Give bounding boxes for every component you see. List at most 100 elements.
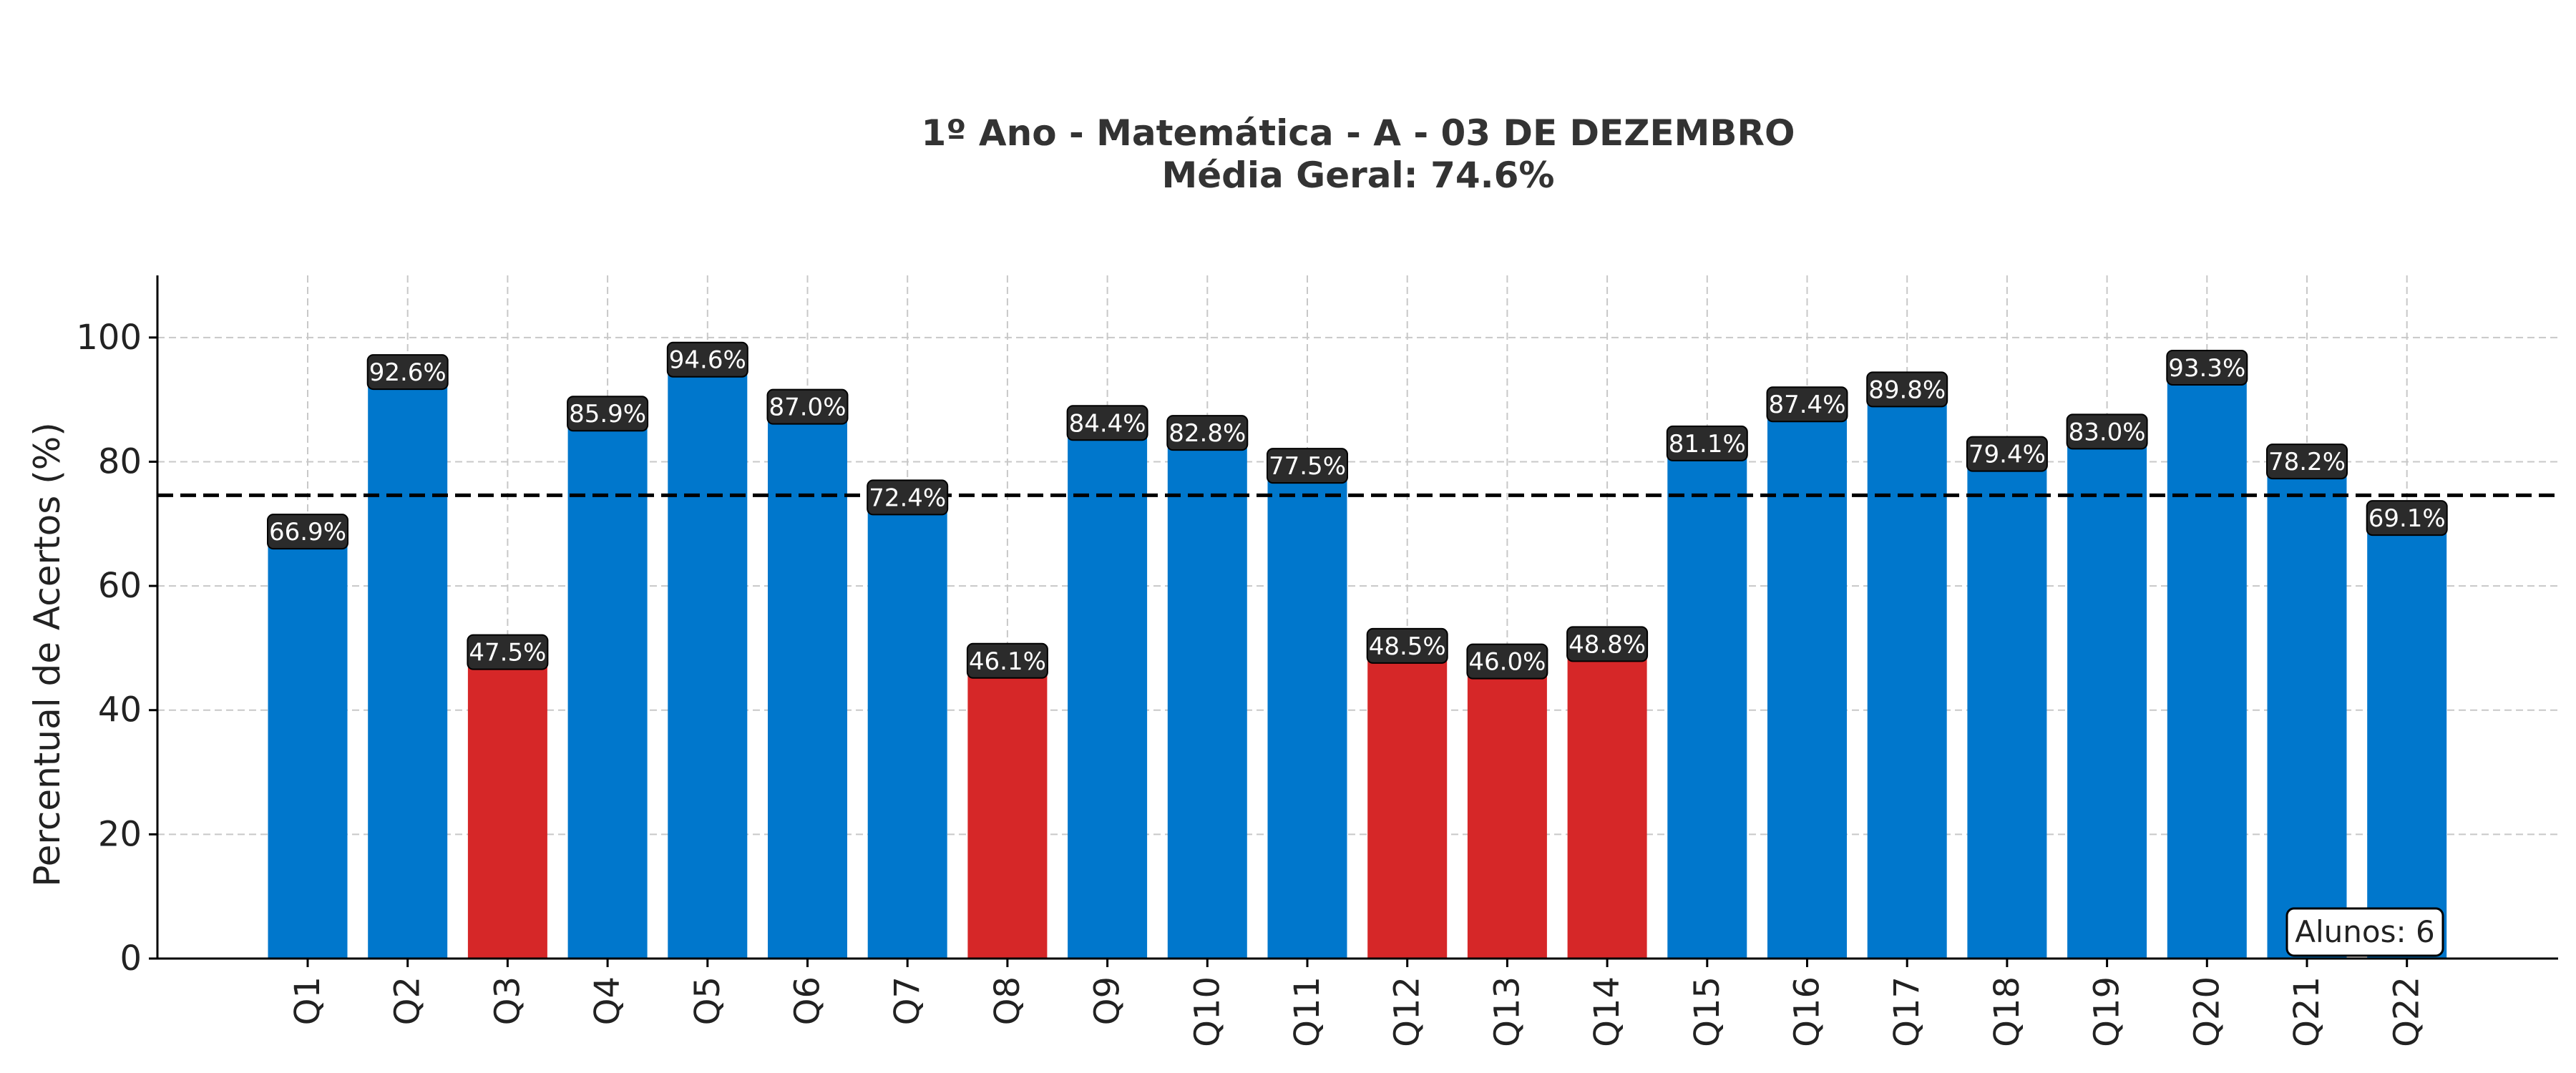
bar-Q9	[1068, 434, 1148, 959]
bar-Q4	[567, 425, 648, 959]
bar-Q14	[1567, 655, 1647, 959]
data-label-box	[966, 642, 1048, 679]
data-label-text: 84.4%	[1069, 409, 1146, 438]
data-labels: 66.9% 92.6% 47.5% 85.9% 94.6% 87.0% 72.4% 46.1%…	[267, 341, 2448, 680]
bar-Q1	[268, 543, 348, 959]
data-label-text: 85.9%	[569, 400, 646, 428]
data-label-text: 77.5%	[1269, 452, 1346, 481]
x-tick-label-Q6: Q6	[788, 976, 828, 1025]
data-label-text: 48.8%	[1568, 630, 1646, 659]
x-tick-label-Q5: Q5	[688, 976, 728, 1025]
x-tick-label-Q22: Q22	[2387, 976, 2427, 1047]
x-tick-label-Q21: Q21	[2287, 976, 2327, 1047]
bar-Q20	[2167, 378, 2247, 959]
data-label-text: 94.6%	[669, 346, 746, 375]
x-tick-label-Q3: Q3	[487, 976, 527, 1025]
bar-Q7	[867, 509, 947, 959]
data-label-box	[467, 634, 549, 670]
data-label-text: 93.3%	[2168, 354, 2245, 383]
data-label-box	[1166, 415, 1249, 451]
data-label-Q3: 47.5%	[467, 634, 549, 670]
bar-Q3	[467, 663, 547, 959]
data-label-Q11: 77.5%	[1267, 448, 1348, 484]
x-tick-label-Q7: Q7	[887, 976, 927, 1025]
data-label-text: 89.8%	[1868, 376, 1946, 404]
data-label-box	[366, 354, 449, 391]
data-label-Q10: 82.8%	[1166, 415, 1249, 451]
data-label-box	[2366, 500, 2448, 536]
data-label-text: 69.1%	[2368, 504, 2446, 533]
chart-subtitle: Média Geral: 74.6%	[1161, 155, 1554, 196]
x-tick-label-Q17: Q17	[1887, 976, 1927, 1047]
y-tick-label-80: 80	[98, 441, 142, 481]
x-tick-label-Q1: Q1	[288, 976, 328, 1025]
x-tick-label-Q19: Q19	[2087, 976, 2127, 1047]
data-label-Q7: 72.4%	[867, 479, 949, 516]
data-label-Q21: 78.2%	[2266, 444, 2348, 480]
x-tick-label-Q13: Q13	[1487, 976, 1527, 1047]
data-label-box	[2266, 444, 2348, 480]
data-label-Q20: 93.3%	[2166, 349, 2248, 386]
data-label-text: 46.1%	[969, 647, 1046, 676]
x-tick-label-Q12: Q12	[1387, 976, 1428, 1047]
x-tick-label-Q9: Q9	[1088, 976, 1128, 1025]
y-axis-label: Percentual de Acertos (%)	[26, 422, 68, 886]
bar-Q12	[1367, 657, 1448, 959]
y-tick-label-60: 60	[98, 566, 142, 606]
bar-Q19	[2067, 443, 2147, 959]
data-label-text: 87.0%	[769, 393, 846, 422]
data-label-text: 79.4%	[1968, 441, 2046, 469]
axes: 0 20 40 60 80 100 Q1 Q2 Q3 Q4 Q5 Q6 Q7 Q8 Q9 Q10 Q11 Q12 Q…	[76, 275, 2558, 1047]
data-label-box	[1966, 436, 2048, 472]
data-label-box	[1366, 627, 1448, 664]
data-label-text: 48.5%	[1369, 632, 1446, 661]
bar-Q13	[1467, 672, 1547, 959]
data-label-Q2: 92.6%	[366, 354, 449, 391]
x-tick-label-Q4: Q4	[587, 976, 628, 1025]
bars	[268, 371, 2447, 959]
data-label-box	[1466, 643, 1548, 680]
bar-Q2	[368, 383, 448, 959]
data-label-text: 92.6%	[369, 358, 447, 387]
x-tick-label-Q18: Q18	[1987, 976, 2027, 1047]
data-label-text: 46.0%	[1468, 648, 1546, 677]
data-label-box	[1066, 405, 1148, 441]
data-label-box	[567, 396, 649, 432]
data-label-Q18: 79.4%	[1966, 436, 2048, 472]
data-label-box	[2066, 413, 2148, 450]
bar-Q8	[967, 672, 1048, 959]
y-tick-label-20: 20	[98, 814, 142, 854]
x-tick-label-Q20: Q20	[2187, 976, 2227, 1047]
students-note-text: Alunos: 6	[2295, 914, 2434, 949]
y-tick-label-100: 100	[76, 318, 142, 358]
students-note: Alunos: 6	[2285, 907, 2444, 957]
data-label-Q13: 46.0%	[1466, 643, 1548, 680]
data-label-text: 47.5%	[469, 639, 546, 667]
bar-Q15	[1667, 454, 1747, 959]
x-tick-label-Q2: Q2	[388, 976, 428, 1025]
bar-Q6	[768, 418, 847, 959]
data-label-text: 82.8%	[1169, 419, 1246, 448]
data-label-Q15: 81.1%	[1666, 425, 1748, 461]
data-label-Q17: 89.8%	[1866, 371, 1948, 408]
data-label-text: 83.0%	[2069, 418, 2146, 446]
data-label-text: 87.4%	[1768, 391, 1845, 419]
bar-Q18	[1967, 465, 2047, 959]
x-tick-label-Q16: Q16	[1787, 976, 1828, 1047]
data-label-Q4: 85.9%	[567, 396, 649, 432]
bar-Q10	[1167, 444, 1247, 959]
data-label-Q16: 87.4%	[1766, 386, 1848, 423]
data-label-text: 78.2%	[2268, 448, 2346, 476]
data-label-box	[1866, 371, 1948, 408]
data-label-box	[1666, 425, 1748, 461]
bar-Q16	[1767, 416, 1847, 959]
data-label-box	[666, 341, 748, 378]
data-label-Q22: 69.1%	[2366, 500, 2448, 536]
x-tick-label-Q15: Q15	[1687, 976, 1727, 1047]
bar-Q22	[2367, 529, 2447, 959]
students-note-box	[2285, 907, 2444, 957]
data-label-text: 66.9%	[269, 518, 346, 547]
data-label-Q12: 48.5%	[1366, 627, 1448, 664]
data-label-box	[766, 388, 849, 425]
